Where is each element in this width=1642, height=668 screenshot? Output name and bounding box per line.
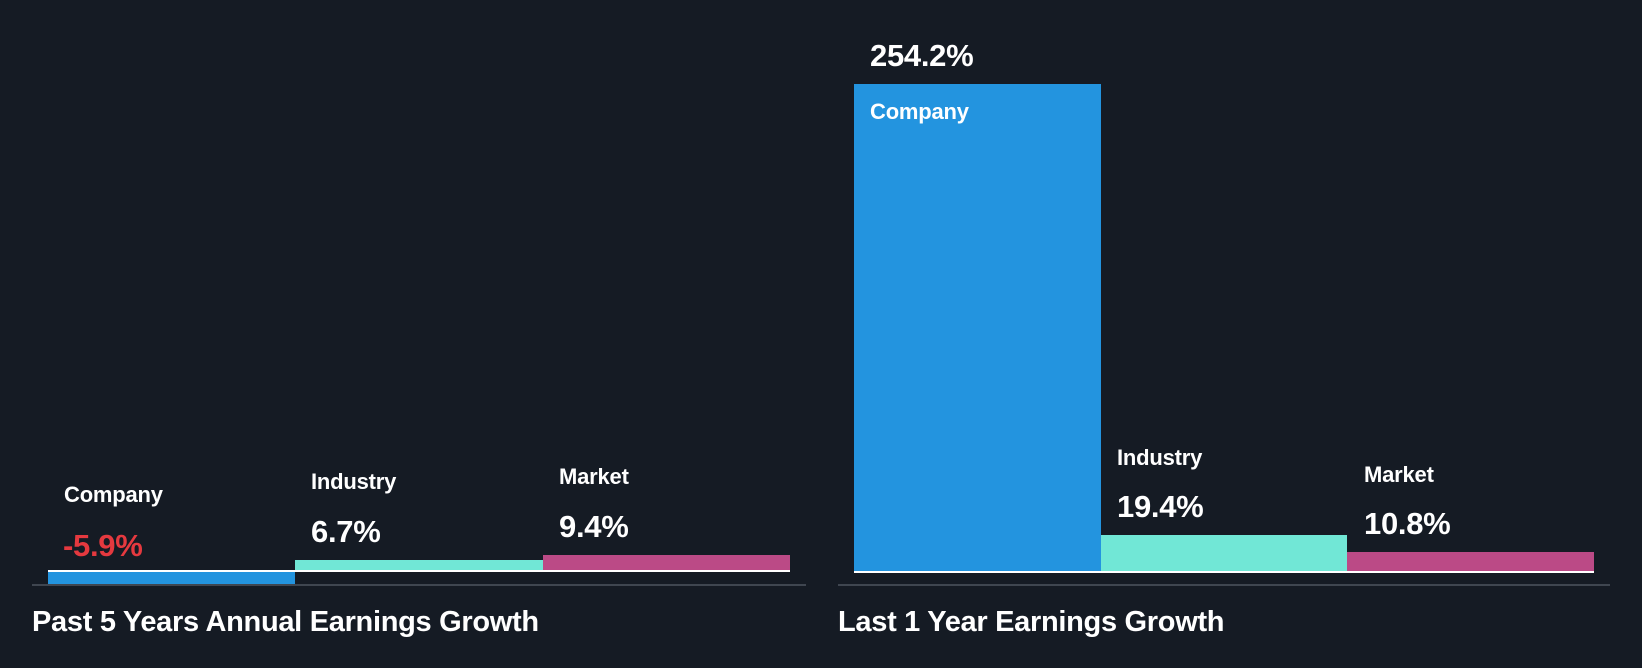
market-value: 10.8% <box>1364 506 1451 541</box>
axis-line <box>32 584 806 586</box>
past-5-years-chart: Company -5.9% Industry 6.7% Market 9.4% … <box>0 0 820 668</box>
company-label: Company <box>870 99 969 124</box>
industry-label: Industry <box>1117 445 1203 470</box>
zero-baseline <box>48 570 790 572</box>
company-label: Company <box>64 482 163 507</box>
company-bar <box>48 572 295 584</box>
market-value: 9.4% <box>559 509 629 544</box>
market-label: Market <box>559 464 629 489</box>
last-1-year-chart: 254.2% Company Industry 19.4% Market 10.… <box>820 0 1642 668</box>
industry-label: Industry <box>311 469 397 494</box>
industry-value: 19.4% <box>1117 489 1204 524</box>
industry-bar <box>1101 535 1347 571</box>
chart-title: Last 1 Year Earnings Growth <box>838 606 1225 638</box>
industry-bar <box>295 560 543 571</box>
market-bar <box>1347 552 1594 571</box>
zero-baseline <box>854 571 1594 573</box>
axis-line <box>838 584 1610 586</box>
industry-value: 6.7% <box>311 514 381 549</box>
company-value: -5.9% <box>63 528 143 563</box>
company-value: 254.2% <box>870 38 974 73</box>
chart-title: Past 5 Years Annual Earnings Growth <box>32 606 539 638</box>
market-label: Market <box>1364 462 1434 487</box>
market-bar <box>543 555 790 571</box>
company-bar <box>854 84 1101 571</box>
